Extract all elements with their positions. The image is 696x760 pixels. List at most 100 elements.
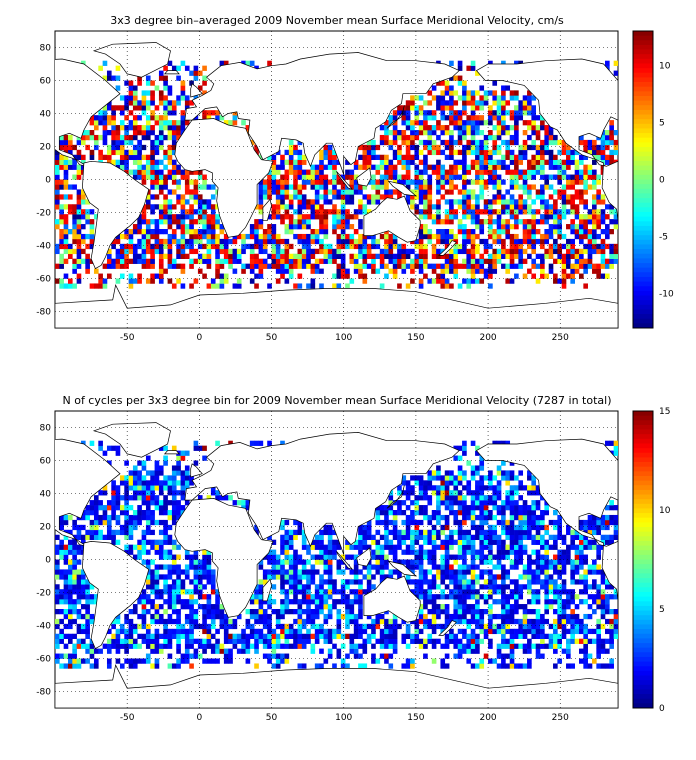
bin-cell [453, 238, 459, 245]
bin-cell [440, 130, 446, 136]
bin-cell [527, 189, 532, 195]
bin-cell [379, 258, 385, 264]
bin-cell [67, 204, 73, 210]
bin-cell [466, 618, 472, 625]
bin-cell [349, 278, 355, 284]
bin-cell [80, 194, 86, 200]
bin-cell [111, 495, 116, 501]
bin-cell [358, 524, 363, 531]
bin-cell [453, 115, 459, 121]
bin-cell [605, 154, 610, 160]
bin-cell [323, 154, 329, 160]
bin-cell [527, 134, 532, 141]
bin-cell [418, 238, 424, 245]
bin-cell [119, 110, 125, 116]
bin-cell [145, 623, 151, 630]
bin-cell [288, 599, 294, 605]
bin-cell [176, 214, 181, 220]
bin-cell [613, 258, 618, 264]
bin-cell [80, 613, 86, 620]
bin-cell [314, 189, 320, 195]
bin-cell [431, 233, 437, 240]
bin-cell [492, 534, 498, 540]
bin-cell [137, 510, 142, 516]
bin-cell [215, 589, 220, 595]
bin-cell [553, 139, 558, 146]
coastline [174, 118, 274, 238]
bin-cell [340, 199, 346, 205]
bin-cell [540, 144, 545, 151]
bin-cell [362, 164, 368, 170]
bin-cell [436, 638, 441, 644]
bin-cell [449, 130, 454, 136]
bin-cell [505, 125, 511, 131]
bin-cell [154, 224, 160, 230]
bin-cell [470, 519, 476, 526]
bin-cell [124, 495, 129, 501]
bin-cell [492, 475, 498, 481]
bin-cell [141, 480, 147, 486]
bin-cell [76, 214, 82, 220]
bin-cell [158, 268, 164, 274]
bin-cell [102, 490, 108, 496]
bin-cell [206, 263, 212, 269]
bin-cell [548, 214, 554, 220]
bin-cell [535, 115, 541, 121]
bin-cell [150, 139, 155, 146]
bin-cell [241, 120, 246, 126]
bin-cell [479, 278, 485, 284]
bin-cell [336, 618, 342, 625]
bin-cell [171, 105, 177, 111]
bin-cell [453, 125, 459, 131]
bin-cell [561, 273, 567, 279]
bin-cell [167, 134, 173, 141]
bin-cell [466, 253, 472, 259]
bin-cell [444, 584, 450, 590]
bin-cell [531, 233, 537, 240]
bin-cell [111, 144, 116, 151]
bin-cell [158, 204, 164, 210]
bin-cell [284, 189, 290, 195]
bin-cell [154, 134, 160, 141]
bin-cell [301, 224, 307, 230]
bin-cell [353, 564, 359, 570]
bin-cell [470, 60, 476, 66]
bin-cell [466, 258, 472, 264]
bin-cell [98, 154, 103, 160]
bin-cell [189, 80, 194, 86]
bin-cell [271, 154, 277, 160]
bin-cell [371, 164, 376, 170]
bin-cell [327, 564, 333, 570]
bin-cell [353, 238, 359, 245]
bin-cell [171, 589, 177, 595]
bin-cell [574, 174, 580, 180]
bin-cell [470, 633, 476, 639]
bin-cell [280, 658, 285, 664]
bin-cell [72, 589, 77, 595]
bin-cell [189, 609, 194, 615]
bin-cell [375, 539, 381, 545]
bin-cell [323, 564, 329, 570]
bin-cell [258, 238, 264, 245]
bin-cell [488, 115, 493, 121]
bin-cell [466, 139, 472, 146]
bin-cell [566, 273, 571, 279]
bin-cell [228, 618, 233, 625]
bin-cell [297, 519, 303, 526]
bin-cell [470, 243, 476, 250]
bin-cell [197, 653, 203, 659]
bin-cell [119, 233, 125, 240]
bin-cell [115, 238, 121, 245]
bin-cell [154, 233, 160, 240]
bin-cell [488, 199, 493, 205]
bin-cell [323, 604, 329, 610]
bin-cell [319, 544, 324, 550]
bin-cell [392, 510, 398, 516]
bin-cell [427, 179, 433, 185]
bin-cell [579, 139, 584, 146]
bin-cell [466, 594, 472, 600]
bin-cell [154, 115, 160, 121]
bin-cell [470, 100, 476, 106]
bin-cell [132, 134, 138, 141]
bin-cell [462, 470, 467, 476]
